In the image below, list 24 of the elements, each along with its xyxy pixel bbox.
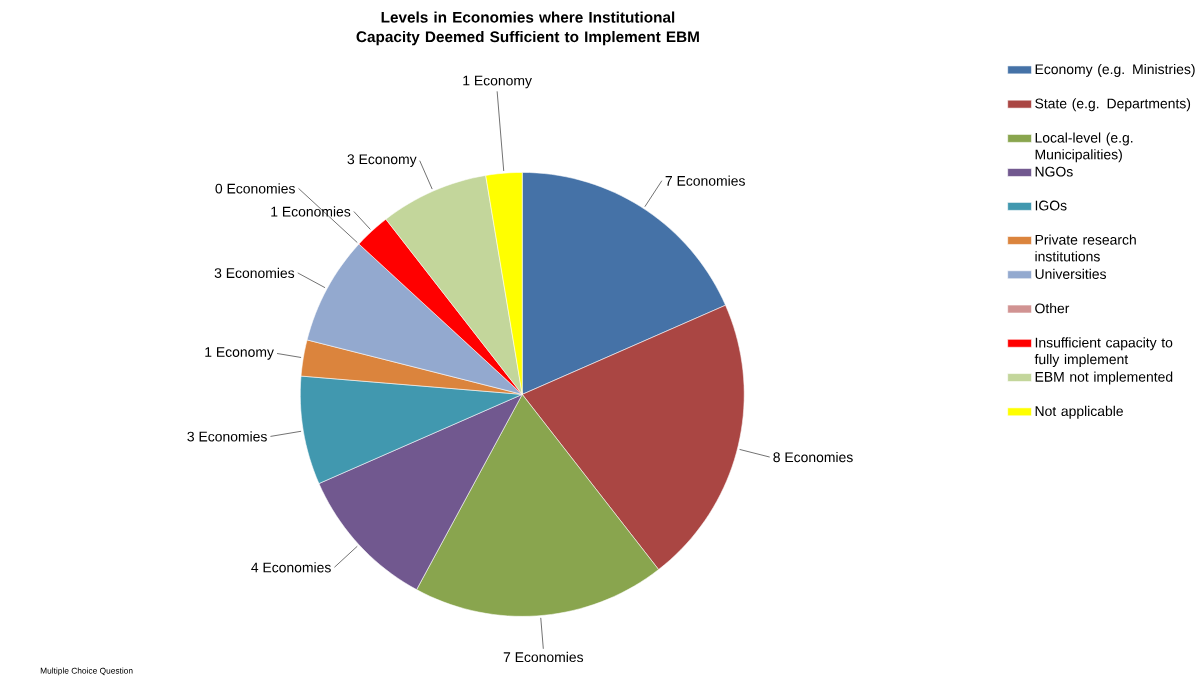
data-label: 4 Economies	[251, 562, 331, 573]
legend-label: EBM not implemented	[1035, 371, 1173, 385]
legend-label: Insufficient capacity to fully implement	[1034, 337, 1173, 368]
legend-label: State (e.g. Departments)	[1035, 98, 1191, 112]
data-label: 7 Economies	[665, 175, 745, 186]
legend-label: Economy (e.g. Ministries)	[1035, 64, 1195, 78]
data-label: 8 Economies	[773, 452, 853, 463]
legend-label: Not applicable	[1035, 406, 1123, 419]
legend-label: Other	[1035, 303, 1070, 314]
data-label: 1 Economy	[205, 347, 274, 360]
data-label: 7 Economies	[503, 652, 584, 663]
data-label: 3 Economies	[187, 431, 267, 442]
legend-label: Local-level (e.g. Municipalities)	[1035, 132, 1133, 163]
legend-label: IGOs	[1035, 200, 1067, 211]
data-label: 3 Economies	[214, 267, 295, 279]
legend-label: Private research institutions	[1035, 234, 1136, 262]
data-label: 3 Economy	[347, 154, 417, 168]
legend-label: Universities	[1035, 268, 1107, 280]
legend-label: NGOs	[1035, 166, 1073, 177]
text: Multiple Choice Question	[40, 667, 133, 676]
text: 0 Economies	[215, 183, 295, 194]
data-label: 1 Economy	[463, 75, 532, 89]
data-label: 1 Economies	[271, 206, 351, 217]
chart-title: Levels in Economies where Institutional Capacity Deemed Sufficient to Implement EBM	[356, 11, 699, 46]
